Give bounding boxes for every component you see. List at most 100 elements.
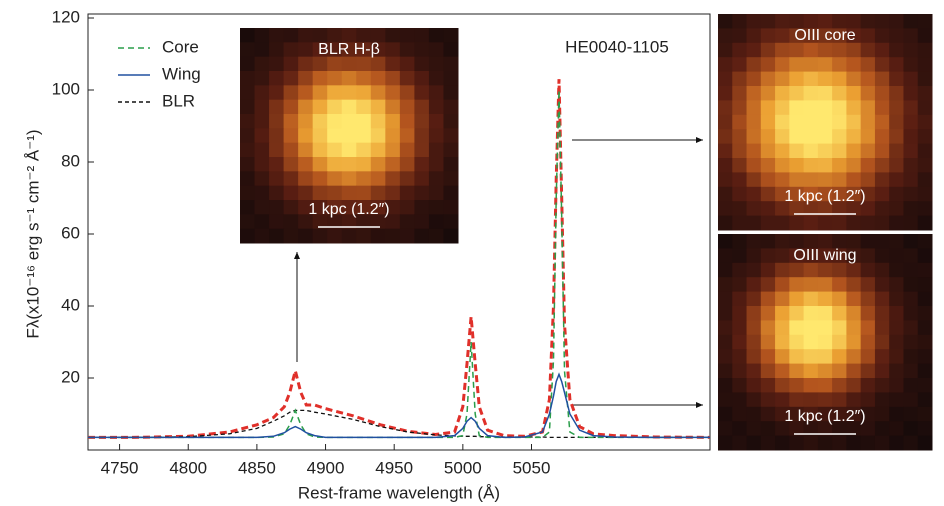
image-pixel <box>775 28 790 44</box>
y-tick-label: 100 <box>52 79 80 98</box>
image-pixel <box>874 86 890 101</box>
image-pixel <box>356 71 372 86</box>
image-pixel <box>298 71 314 86</box>
image-pixel <box>240 171 256 187</box>
image-pixel <box>760 435 776 451</box>
image-pixel <box>803 334 819 350</box>
image-pixel <box>341 157 357 172</box>
image-pixel <box>428 99 444 115</box>
image-pixel <box>428 56 444 72</box>
image-pixel <box>903 14 919 29</box>
image-pixel <box>889 158 904 173</box>
image-pixel <box>803 234 819 249</box>
image-pixel <box>283 71 299 86</box>
image-pixel <box>789 143 805 159</box>
image-pixel <box>746 57 762 73</box>
image-pixel <box>917 129 933 145</box>
image-pixel <box>414 142 430 158</box>
image-pixel <box>903 114 919 130</box>
image-pixel <box>874 262 890 278</box>
image-pixel <box>874 172 890 188</box>
image-pixel <box>775 363 790 379</box>
image-pixel <box>832 201 847 217</box>
image-pixel <box>312 200 328 215</box>
image-pixel <box>760 406 776 422</box>
image-pixel <box>775 100 790 116</box>
image-pixel <box>889 277 904 293</box>
image-pixel <box>240 185 256 201</box>
image-pixel <box>298 99 314 115</box>
image-pixel <box>370 200 386 215</box>
image-pixel <box>803 114 819 130</box>
image-pixel <box>903 143 919 159</box>
image-pixel <box>803 435 819 451</box>
image-pixel <box>917 172 933 188</box>
image-pixel <box>356 171 372 187</box>
image-pixel <box>789 349 805 365</box>
image-pixel <box>860 28 876 44</box>
image-pixel <box>874 129 890 145</box>
image-pixel <box>385 228 401 244</box>
image-pixel <box>269 142 285 158</box>
image-pixel <box>803 406 819 422</box>
image-pixel <box>760 262 776 278</box>
image-pixel <box>889 215 904 231</box>
image-pixel <box>385 185 401 201</box>
image-pixel <box>732 406 748 422</box>
image-pixel <box>846 86 862 101</box>
image-pixel <box>789 234 805 249</box>
image-pixel <box>889 14 904 29</box>
image-pixel <box>298 114 314 129</box>
image-pixel <box>283 142 299 158</box>
image-pixel <box>428 28 444 43</box>
image-pixel <box>846 143 862 159</box>
image-pixel <box>832 158 847 173</box>
image-pixel <box>732 378 748 393</box>
image-pixel <box>732 349 748 365</box>
image-pixel <box>732 158 748 173</box>
image-pixel <box>356 56 372 72</box>
image-pixel <box>789 100 805 116</box>
image-pixel <box>298 56 314 72</box>
image-pixel <box>903 435 919 451</box>
image-pixel <box>775 406 790 422</box>
image-pixel <box>746 349 762 365</box>
image-pixel <box>860 158 876 173</box>
x-tick-label: 4850 <box>238 458 276 477</box>
image-pixel <box>370 56 386 72</box>
image-pixel <box>789 201 805 217</box>
image-pixel <box>298 28 314 43</box>
image-pixel <box>760 28 776 44</box>
image-pixel <box>254 128 270 144</box>
image-pixel <box>874 306 890 321</box>
x-tick-label: 4800 <box>169 458 207 477</box>
image-pixel <box>327 228 343 244</box>
image-pixel <box>903 100 919 116</box>
image-pixel <box>917 320 933 336</box>
image-pixel <box>746 201 762 217</box>
image-pixel <box>718 100 733 116</box>
image-pixel <box>832 14 847 29</box>
image-pixel <box>832 349 847 365</box>
image-pixel <box>874 406 890 422</box>
image-pixel <box>327 214 343 230</box>
image-pixel <box>803 349 819 365</box>
image-pixel <box>414 71 430 86</box>
image-pixel <box>775 421 790 437</box>
image-pixel <box>443 85 459 101</box>
image-pixel <box>428 185 444 201</box>
image-pixel <box>917 71 933 87</box>
image-pixel <box>817 215 833 231</box>
image-pixel <box>254 99 270 115</box>
image-pixel <box>254 28 270 43</box>
image-pixel <box>341 42 357 58</box>
image-pixel <box>732 14 748 29</box>
image-pixel <box>760 392 776 408</box>
image-pixel <box>254 185 270 201</box>
image-pixel <box>817 14 833 29</box>
image-pixel <box>789 320 805 336</box>
image-pixel <box>789 406 805 422</box>
series-line <box>88 409 710 439</box>
image-pixel <box>917 42 933 58</box>
image-pixel <box>903 234 919 249</box>
